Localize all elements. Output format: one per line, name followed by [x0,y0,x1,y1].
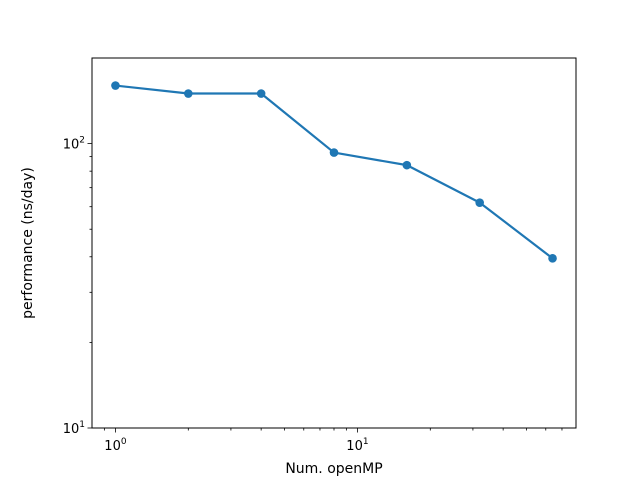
data-point [402,160,412,170]
y-axis-label: performance (ns/day) [20,167,36,319]
y-tick-label: 102 [63,136,85,153]
data-point [548,254,557,263]
data-point [329,148,339,157]
major-ticks: 100 101 101 102 [63,136,369,454]
x-tick-label: 100 [104,437,127,454]
x-axis-label: Num. openMP [285,461,382,477]
data-point [111,81,120,90]
data-point [475,198,484,207]
series-points [111,81,557,263]
plot-frame [91,57,577,429]
data-point [184,89,193,98]
x-tick-label: 101 [346,437,368,454]
data-point [256,89,266,98]
y-tick-label: 101 [63,420,85,437]
